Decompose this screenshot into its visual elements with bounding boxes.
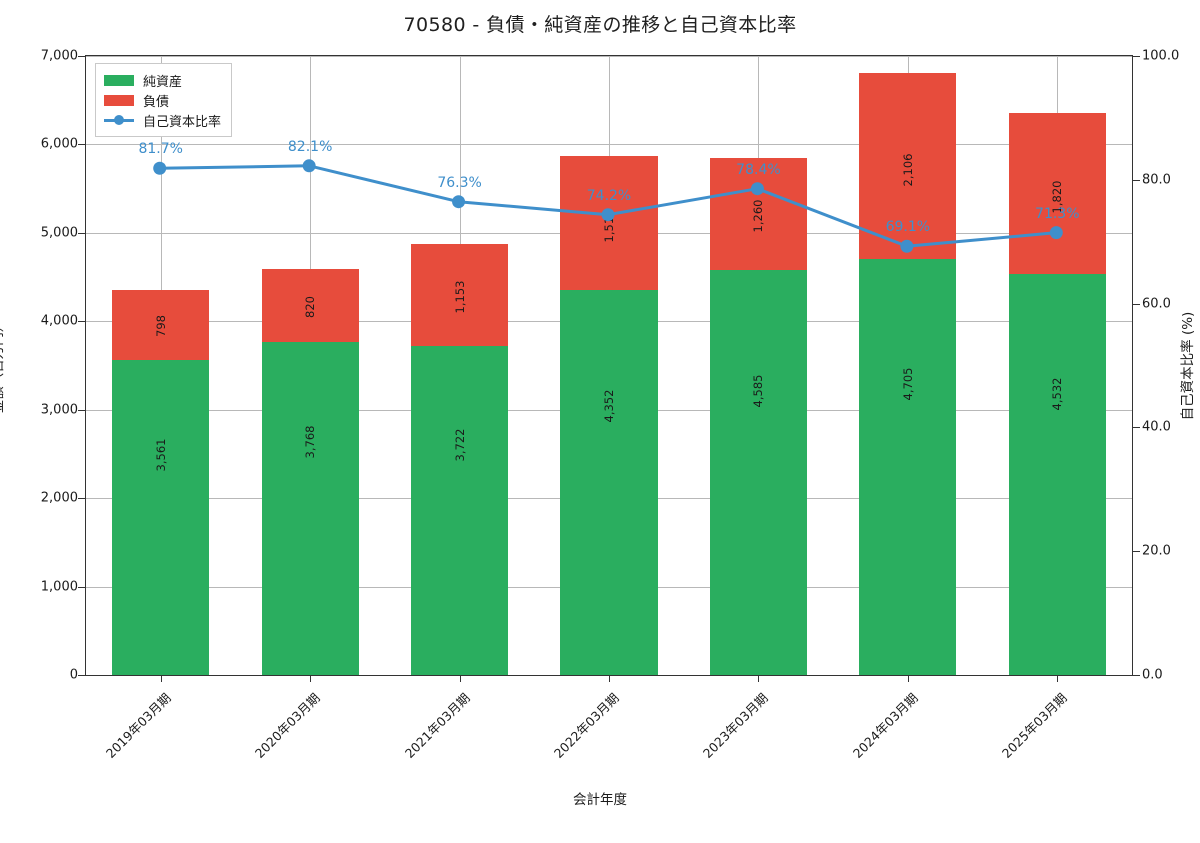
y-axis-tick-label-left: 1,000 xyxy=(40,579,78,595)
legend-line-marker-icon-equity-ratio xyxy=(104,115,134,126)
y-axis-tick-label-right: 60.0 xyxy=(1142,296,1171,312)
bar-segment-liabilities[interactable]: 1,513 xyxy=(560,156,658,291)
y-axis-tick-label-right: 0.0 xyxy=(1142,667,1163,683)
bar-segment-equity[interactable]: 3,768 xyxy=(261,341,359,675)
legend-item-equity-ratio: 自己資本比率 xyxy=(104,110,221,130)
bar-segment-equity[interactable]: 4,352 xyxy=(560,290,658,675)
ratio-line-layer xyxy=(153,159,1063,253)
x-axis-tick-label: 2024年03月期 xyxy=(849,690,921,761)
bar-segment-equity[interactable]: 4,532 xyxy=(1008,274,1106,675)
ratio-value-label: 69.1% xyxy=(885,219,931,236)
x-axis-tick-label: 2020年03月期 xyxy=(252,690,323,761)
bar-segment-liabilities[interactable]: 798 xyxy=(112,289,210,361)
legend-label-liabilities: 負債 xyxy=(143,94,170,110)
y-axis-tick-mark-left xyxy=(78,409,85,411)
bar-stack[interactable]: 4,532 1,820 xyxy=(1008,113,1106,675)
y-axis-tick-mark-left xyxy=(78,586,85,588)
bar-segment-equity[interactable]: 4,585 xyxy=(709,269,807,675)
x-axis-tick-label: 2023年03月期 xyxy=(700,690,772,761)
ratio-data-point-marker[interactable] xyxy=(452,195,466,209)
x-axis-tick-mark xyxy=(160,676,162,682)
y-axis-tick-label-left: 4,000 xyxy=(40,313,78,329)
legend-label-equity-ratio: 自己資本比率 xyxy=(143,114,222,130)
bar-segment-liabilities[interactable]: 1,820 xyxy=(1008,113,1106,275)
y-axis-tick-mark-left xyxy=(78,144,85,146)
x-axis-tick-mark xyxy=(758,676,760,682)
y-axis-tick-label-left: 3,000 xyxy=(40,402,78,418)
x-axis-tick-label: 2021年03月期 xyxy=(401,690,473,761)
bar-stack[interactable]: 4,705 2,106 xyxy=(859,72,957,675)
y-axis-tick-mark-right xyxy=(1133,303,1140,305)
x-axis-tick-mark xyxy=(907,676,909,682)
y-axis-tick-label-right: 80.0 xyxy=(1142,172,1171,188)
x-axis-tick-mark xyxy=(609,676,610,682)
bar-segment-equity[interactable]: 3,561 xyxy=(112,360,210,675)
y-axis-label-left: 金額（百万円） xyxy=(0,318,6,414)
y-axis-tick-mark-right xyxy=(1133,56,1140,57)
ratio-value-label: 76.3% xyxy=(437,174,482,191)
x-axis-tick-label: 2025年03月期 xyxy=(999,690,1071,761)
y-axis-tick-label-left: 2,000 xyxy=(40,490,78,506)
ratio-value-label: 82.1% xyxy=(287,138,333,155)
bar-stack[interactable]: 3,561 798 xyxy=(112,289,210,675)
ratio-data-point-marker[interactable] xyxy=(900,239,914,253)
y-axis-tick-mark-right xyxy=(1133,551,1140,553)
bar-segment-liabilities[interactable]: 2,106 xyxy=(859,72,957,259)
ratio-data-point-marker[interactable] xyxy=(1049,226,1063,240)
y-axis-tick-mark-right xyxy=(1133,675,1140,676)
legend-swatch-icon-equity xyxy=(104,74,134,86)
ratio-data-point-marker[interactable] xyxy=(750,182,764,196)
bar-segment-liabilities[interactable]: 1,153 xyxy=(411,243,509,346)
x-axis-tick-mark xyxy=(459,676,461,682)
x-axis-tick-label: 2022年03月期 xyxy=(550,690,622,761)
legend-item-liabilities: 負債 xyxy=(104,90,221,110)
y-axis-tick-mark-right xyxy=(1133,427,1140,429)
y-axis-tick-mark-left xyxy=(78,56,85,57)
y-axis-tick-mark-left xyxy=(78,321,85,323)
ratio-data-point-marker[interactable] xyxy=(153,161,167,175)
x-axis-tick-mark xyxy=(1057,676,1059,682)
y-axis-tick-mark-left xyxy=(78,675,85,676)
ratio-value-label: 78.4% xyxy=(736,161,781,178)
chart-legend: 純資産 負債 自己資本比率 xyxy=(95,63,233,137)
bar-series-layer: 3,561 798 3,768 820 3,722 1,153 4,352 1,513 4,58… xyxy=(86,56,1132,675)
bar-stack[interactable]: 4,585 1,260 xyxy=(709,158,807,675)
x-axis-label: 会計年度 xyxy=(573,792,627,808)
bar-segment-equity[interactable]: 4,705 xyxy=(859,258,957,675)
y-axis-tick-mark-left xyxy=(78,498,85,500)
y-axis-tick-label-right: 40.0 xyxy=(1142,419,1171,435)
bar-segment-liabilities[interactable]: 820 xyxy=(261,269,359,342)
y-axis-tick-mark-right xyxy=(1133,179,1140,181)
x-axis-tick-mark xyxy=(310,676,312,682)
y-axis-label-right: 自己資本比率 (%) xyxy=(1180,311,1196,421)
bar-stack[interactable]: 3,768 820 xyxy=(261,269,359,675)
y-axis-tick-mark-left xyxy=(78,232,85,234)
chart-title: 70580 - 負債・純資産の推移と自己資本比率 xyxy=(403,14,797,36)
y-axis-tick-label-left: 7,000 xyxy=(40,48,78,64)
y-axis-tick-label-left: 6,000 xyxy=(40,136,78,152)
y-axis-tick-label-right: 20.0 xyxy=(1142,543,1171,559)
legend-item-equity: 純資産 xyxy=(104,70,221,90)
y-axis-tick-label-left: 5,000 xyxy=(40,225,78,241)
y-axis-tick-label-left: 0 xyxy=(69,667,78,683)
bar-segment-equity[interactable]: 3,722 xyxy=(411,345,509,675)
legend-label-equity: 純資産 xyxy=(143,74,183,90)
bar-stack[interactable]: 4,352 1,513 xyxy=(560,156,658,675)
ratio-value-label: 71.3% xyxy=(1035,205,1080,222)
chart-container: 70580 - 負債・純資産の推移と自己資本比率 3,561 798 3,768 82… xyxy=(0,14,1196,808)
bar-stack[interactable]: 3,722 1,153 xyxy=(411,243,509,675)
legend-swatch-icon-liabilities xyxy=(104,94,134,106)
x-axis-tick-label: 2019年03月期 xyxy=(102,690,174,761)
ratio-value-label: 81.7% xyxy=(138,141,183,158)
y-axis-tick-label-right: 100.0 xyxy=(1142,48,1180,64)
ratio-value-label: 74.2% xyxy=(586,187,632,204)
ratio-data-point-marker[interactable] xyxy=(601,208,615,222)
plot-area: 3,561 798 3,768 820 3,722 1,153 4,352 1,513 4,58… xyxy=(85,55,1133,676)
ratio-data-point-marker[interactable] xyxy=(302,159,316,173)
bar-segment-liabilities[interactable]: 1,260 xyxy=(709,158,807,270)
